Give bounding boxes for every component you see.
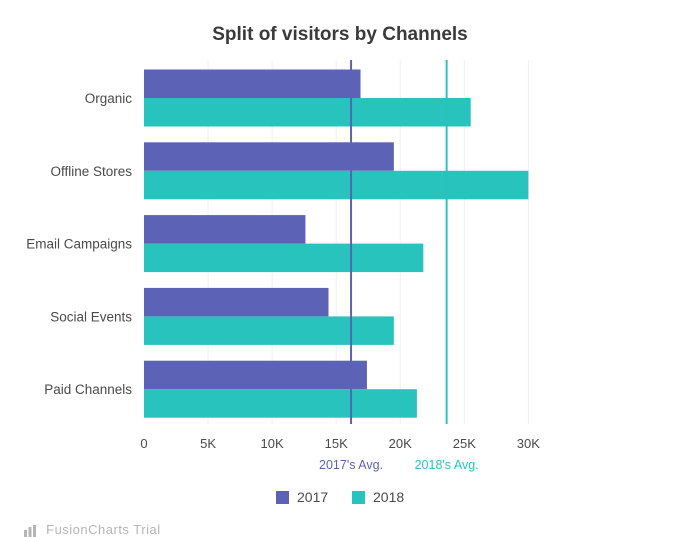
x-tick-label: 20K [389, 436, 412, 451]
avg-label-0: 2017's Avg. [319, 458, 383, 472]
watermark-text: FusionCharts Trial [46, 522, 161, 537]
bar-2017-3[interactable] [144, 287, 329, 317]
legend-label: 2017 [297, 489, 328, 505]
legend-item-2017[interactable]: 2017 [276, 489, 328, 505]
bar-2017-0[interactable] [144, 69, 361, 99]
x-tick-label: 10K [261, 436, 284, 451]
legend-label: 2018 [373, 489, 404, 505]
fusioncharts-logo-icon [24, 524, 36, 537]
legend-swatch [276, 491, 289, 504]
watermark: FusionCharts Trial [24, 522, 161, 537]
bar-2018-1[interactable] [144, 170, 529, 200]
bar-2017-1[interactable] [144, 142, 394, 171]
x-tick-label: 5K [200, 436, 216, 451]
bar-2018-3[interactable] [144, 316, 394, 345]
avg-label-1: 2018's Avg. [415, 458, 479, 472]
x-tick-label: 25K [453, 436, 476, 451]
reference-lines: 2017's Avg. 2018's Avg. [319, 60, 479, 472]
category-label: Email Campaigns [26, 237, 132, 252]
x-tick-label: 15K [325, 436, 348, 451]
bar-2018-4[interactable] [144, 389, 417, 418]
category-label: Social Events [50, 309, 132, 324]
legend[interactable]: 2017 2018 [276, 489, 404, 505]
bar-2017-2[interactable] [144, 215, 306, 244]
x-axis-ticks: 0 5K 10K 15K 20K 25K 30K [140, 436, 540, 451]
bar-2017-4[interactable] [144, 360, 367, 390]
legend-swatch [352, 491, 365, 504]
chart-title: Split of visitors by Channels [212, 24, 468, 45]
bars [144, 69, 529, 418]
category-labels: Organic Offline Stores Email Campaigns Soci… [26, 91, 132, 397]
category-label: Offline Stores [50, 164, 132, 179]
x-tick-label: 30K [517, 436, 540, 451]
bar-2018-2[interactable] [144, 243, 424, 273]
legend-item-2018[interactable]: 2018 [352, 489, 404, 505]
category-label: Paid Channels [44, 382, 132, 397]
x-tick-label: 0 [140, 436, 147, 451]
bar-2018-0[interactable] [144, 98, 471, 127]
category-label: Organic [85, 91, 133, 106]
